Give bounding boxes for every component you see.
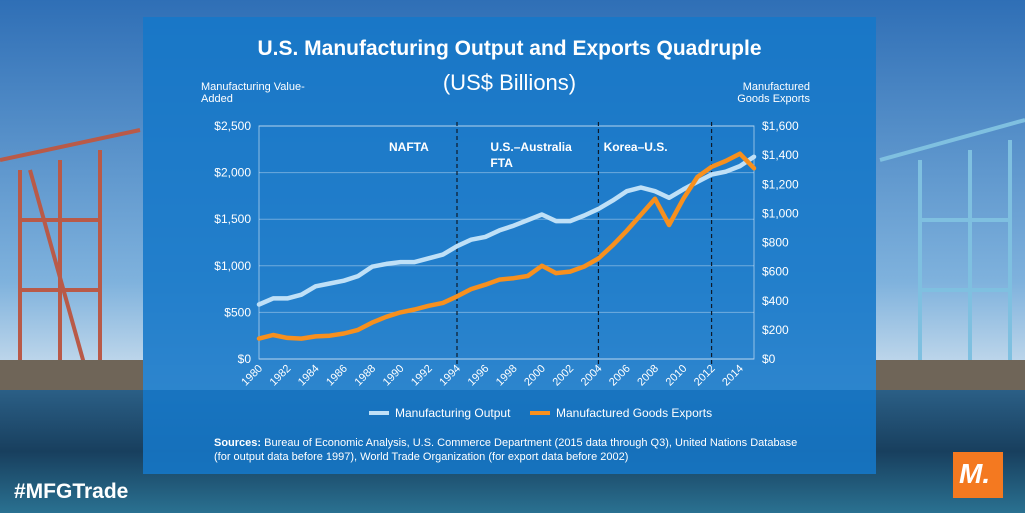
x-tick-label: 1984 bbox=[296, 363, 322, 389]
annotation-label: FTA bbox=[490, 156, 513, 170]
sources-text: Bureau of Economic Analysis, U.S. Commer… bbox=[214, 437, 798, 463]
left-axis-label: Manufacturing Value-Added bbox=[201, 81, 305, 105]
y-left-tick-label: $0 bbox=[238, 352, 252, 366]
crane-right bbox=[879, 118, 1025, 385]
y-right-tick-label: $0 bbox=[762, 352, 776, 366]
series-line-manufactured-goods-exports bbox=[256, 151, 757, 341]
brand-logo: M. bbox=[953, 452, 1003, 498]
x-tick-label: 1996 bbox=[466, 363, 492, 389]
series-line-manufacturing-output bbox=[256, 154, 757, 307]
annotation-label: NAFTA bbox=[389, 140, 429, 154]
legend-label: Manufacturing Output bbox=[395, 406, 511, 420]
y-right-tick-label: $1,200 bbox=[762, 177, 799, 191]
plot-frame bbox=[258, 125, 755, 360]
x-tick-label: 1992 bbox=[409, 363, 435, 389]
line-chart: $0 $500 $1,000 $1,500 $2,000 $2,500 $0 $200 $400… bbox=[214, 119, 799, 420]
sources-label: Sources: bbox=[214, 437, 262, 449]
y-left-tick-label: $500 bbox=[224, 305, 251, 319]
y-left-tick-label: $1,000 bbox=[214, 259, 251, 273]
y-left-tick-label: $2,000 bbox=[214, 166, 251, 180]
x-tick-label: 2012 bbox=[692, 363, 718, 389]
x-tick-label: 1994 bbox=[437, 363, 463, 389]
x-tick-label: 1982 bbox=[268, 363, 294, 389]
annotation-label: U.S.–Australia bbox=[490, 140, 572, 154]
x-tick-label: 1990 bbox=[381, 363, 407, 389]
x-tick-label: 2010 bbox=[664, 363, 690, 389]
legend-label: Manufactured Goods Exports bbox=[556, 406, 712, 420]
x-tick-label: 2006 bbox=[607, 363, 633, 389]
x-tick-label: 1986 bbox=[324, 363, 350, 389]
crane-left bbox=[0, 128, 141, 386]
right-axis-label: Manufactured Goods Exports bbox=[737, 81, 810, 105]
chart-title: U.S. Manufacturing Output and Exports Qu… bbox=[257, 37, 762, 60]
y-right-tick-label: $800 bbox=[762, 236, 789, 250]
y-right-tick-label: $1,400 bbox=[762, 148, 799, 162]
y-right-tick-label: $1,000 bbox=[762, 206, 799, 220]
hashtag: #MFGTrade bbox=[14, 480, 129, 503]
logo-mark: M. bbox=[959, 458, 991, 489]
x-tick-label: 2014 bbox=[720, 363, 746, 389]
chart-panel: U.S. Manufacturing Output and Exports Qu… bbox=[143, 17, 876, 474]
x-tick-label: 1980 bbox=[239, 363, 265, 389]
y-right-tick-label: $400 bbox=[762, 294, 789, 308]
x-tick-label: 2000 bbox=[522, 363, 548, 389]
y-left-tick-label: $2,500 bbox=[214, 119, 251, 133]
x-tick-label: 2008 bbox=[635, 363, 661, 389]
x-tick-label: 1998 bbox=[494, 363, 520, 389]
y-left-tick-label: $1,500 bbox=[214, 212, 251, 226]
y-right-tick-label: $600 bbox=[762, 265, 789, 279]
x-tick-label: 1988 bbox=[352, 363, 378, 389]
annotation-label: Korea–U.S. bbox=[604, 140, 668, 154]
x-tick-label: 2002 bbox=[550, 363, 576, 389]
y-right-tick-label: $200 bbox=[762, 323, 789, 337]
y-right-tick-label: $1,600 bbox=[762, 119, 799, 133]
chart-subtitle: (US$ Billions) bbox=[442, 70, 577, 95]
sources-note: Sources: Bureau of Economic Analysis, U.… bbox=[214, 436, 814, 464]
x-tick-label: 2004 bbox=[579, 363, 605, 389]
